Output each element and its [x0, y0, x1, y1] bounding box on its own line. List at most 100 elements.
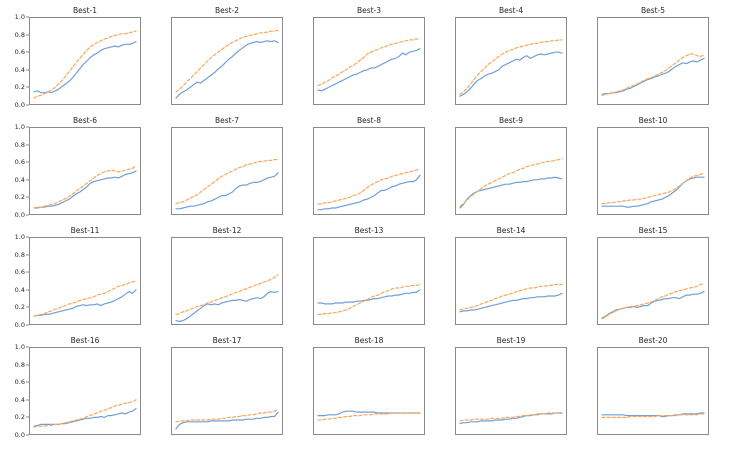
dashed-orange-line — [459, 411, 563, 422]
ytick-label-0.2: 0.2 — [14, 413, 25, 422]
ytick-mark — [26, 399, 29, 401]
subplot-best-19: Best-19 — [455, 335, 567, 435]
subplot-best-6: Best-6 1.0 0.8 0.6 0.4 0.2 0.0 — [15, 115, 141, 218]
dashed-orange-line — [601, 282, 705, 320]
ytick-mark — [26, 51, 29, 53]
plot-canvas — [455, 127, 567, 215]
axes-spines — [455, 17, 567, 105]
ytick-mark — [26, 179, 29, 181]
dashed-orange-line — [459, 283, 563, 311]
subplot-title: Best-10 — [638, 116, 668, 125]
subplot-best-2: Best-2 — [171, 5, 283, 105]
ytick-label-0.6: 0.6 — [14, 377, 25, 386]
plot-canvas — [597, 17, 709, 105]
axes-spines — [455, 347, 567, 435]
ytick-mark — [26, 214, 29, 216]
axes-spines — [171, 347, 283, 435]
ytick-label-0.6: 0.6 — [14, 267, 25, 276]
subplot-best-20: Best-20 — [597, 335, 709, 435]
plot-canvas — [29, 347, 141, 435]
ytick-label-0.6: 0.6 — [14, 157, 25, 166]
plot-canvas — [171, 127, 283, 215]
plot-canvas — [455, 17, 567, 105]
subplot-title: Best-4 — [498, 6, 524, 15]
solid-blue-line — [317, 174, 421, 211]
subplot-best-17: Best-17 — [171, 335, 283, 435]
solid-blue-line — [33, 407, 137, 427]
solid-blue-line — [601, 412, 705, 418]
axes-spines — [29, 127, 141, 215]
plot-canvas — [313, 127, 425, 215]
plot-canvas — [171, 17, 283, 105]
ytick-label-0.4: 0.4 — [14, 175, 25, 184]
dashed-orange-line — [33, 280, 137, 317]
subplot-best-5: Best-5 — [597, 5, 709, 105]
ytick-label-1.0: 1.0 — [14, 342, 25, 351]
axes-spines — [29, 17, 141, 105]
plot-canvas — [597, 127, 709, 215]
dashed-orange-line — [175, 274, 279, 316]
ytick-mark — [26, 324, 29, 326]
plot-canvas — [597, 237, 709, 325]
axes-spines — [455, 127, 567, 215]
dashed-orange-line — [601, 53, 705, 96]
ytick-mark — [26, 144, 29, 146]
ytick-mark — [26, 34, 29, 36]
plot-canvas — [171, 347, 283, 435]
ytick-label-0.8: 0.8 — [14, 250, 25, 259]
solid-blue-line — [175, 172, 279, 210]
dashed-orange-line — [175, 408, 279, 423]
subplot-grid: Best-1 1.0 0.8 0.6 0.4 0.2 0.0 Best-2 Best-3 Best… — [14, 5, 709, 438]
subplot-title: Best-19 — [496, 336, 526, 345]
subplot-title: Best-11 — [70, 226, 100, 235]
dashed-orange-line — [33, 30, 137, 99]
ytick-mark — [26, 236, 29, 238]
solid-blue-line — [601, 290, 705, 319]
subplot-best-12: Best-12 — [171, 225, 283, 325]
dashed-orange-line — [459, 39, 563, 96]
ytick-mark — [26, 434, 29, 436]
ytick-mark — [26, 416, 29, 418]
subplot-title: Best-7 — [214, 116, 240, 125]
axes-spines — [171, 237, 283, 325]
ytick-label-1.0: 1.0 — [14, 232, 25, 241]
ytick-mark — [26, 364, 29, 366]
ytick-mark — [26, 289, 29, 291]
solid-blue-line — [459, 51, 563, 97]
ytick-mark — [26, 346, 29, 348]
ytick-label-0.4: 0.4 — [14, 65, 25, 74]
subplot-title: Best-13 — [354, 226, 384, 235]
ytick-label-0.4: 0.4 — [14, 395, 25, 404]
solid-blue-line — [317, 48, 421, 92]
ytick-label-0.0: 0.0 — [14, 430, 25, 439]
ytick-label-0.8: 0.8 — [14, 30, 25, 39]
solid-blue-line — [33, 170, 137, 209]
dashed-orange-line — [601, 172, 705, 205]
ytick-label-0.2: 0.2 — [14, 193, 25, 202]
subplot-best-9: Best-9 — [455, 115, 567, 215]
subplot-best-15: Best-15 — [597, 225, 709, 325]
subplot-best-8: Best-8 — [313, 115, 425, 215]
subplot-best-16: Best-16 1.0 0.8 0.6 0.4 0.2 0.0 — [15, 335, 141, 438]
dashed-orange-line — [459, 158, 563, 207]
ytick-mark — [26, 69, 29, 71]
ytick-mark — [26, 271, 29, 273]
subplot-best-3: Best-3 — [313, 5, 425, 105]
subplot-best-14: Best-14 — [455, 225, 567, 325]
solid-blue-line — [33, 41, 137, 94]
ytick-mark — [26, 196, 29, 198]
subplot-title: Best-18 — [354, 336, 384, 345]
dashed-orange-line — [317, 412, 421, 421]
plot-canvas — [29, 237, 141, 325]
plot-canvas — [455, 237, 567, 325]
plot-canvas — [597, 347, 709, 435]
plot-canvas — [455, 347, 567, 435]
subplot-best-4: Best-4 — [455, 5, 567, 105]
subplot-title: Best-17 — [212, 336, 242, 345]
subplot-title: Best-2 — [214, 6, 240, 15]
plot-canvas — [171, 237, 283, 325]
ytick-label-0.8: 0.8 — [14, 140, 25, 149]
dashed-orange-line — [317, 38, 421, 87]
ytick-label-0.0: 0.0 — [14, 210, 25, 219]
